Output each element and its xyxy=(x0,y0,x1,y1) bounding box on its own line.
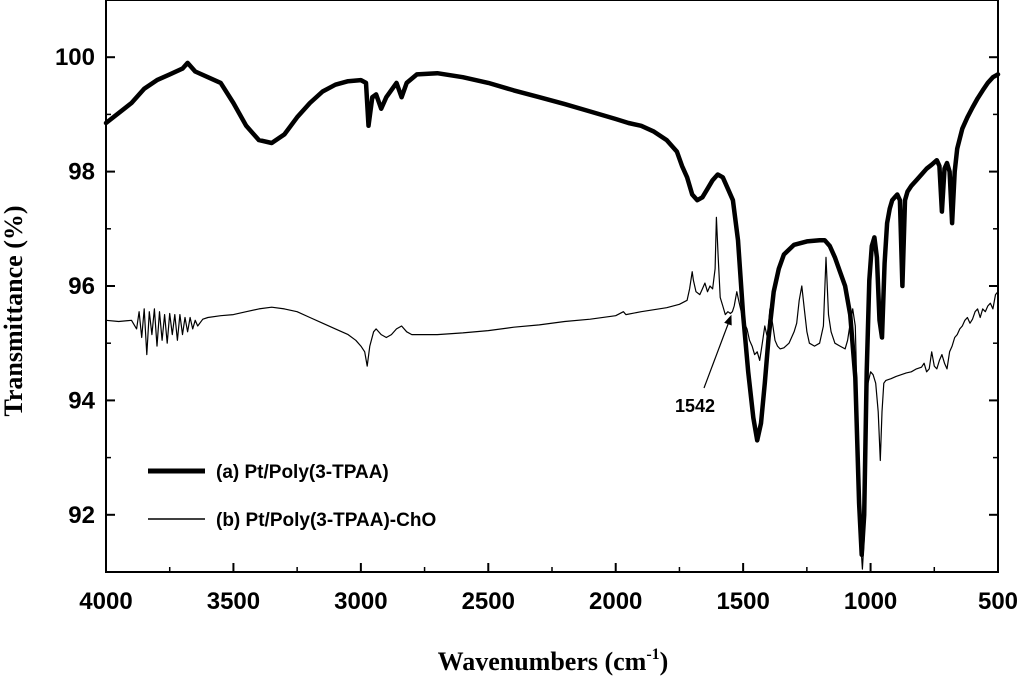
x-tick-label: 4000 xyxy=(79,588,132,615)
axis-ticks: 4000 3500 3000 2500 2000 1500 1000 500 92 94 96 98 1… xyxy=(55,44,1018,615)
series-layer xyxy=(103,60,1001,570)
y-tick-label: 96 xyxy=(68,273,95,300)
x-tick-label: 1500 xyxy=(716,588,769,615)
series-a-line xyxy=(103,60,1001,558)
annotation-layer: 1542 xyxy=(675,314,732,416)
x-tick-label: 2000 xyxy=(589,588,642,615)
legend-label: (a) Pt/Poly(3-TPAA) xyxy=(216,462,389,483)
annotation-arrow-line xyxy=(703,317,732,389)
legend-label: (b) Pt/Poly(3-TPAA)-ChO xyxy=(216,510,436,531)
x-tick-label: 1000 xyxy=(844,588,897,615)
y-tick-label: 100 xyxy=(55,44,95,71)
x-tick-label: 3000 xyxy=(334,588,387,615)
annotation-label: 1542 xyxy=(675,396,715,416)
y-axis-title: Transmittance (%) xyxy=(0,205,28,416)
x-tick-label: 500 xyxy=(978,588,1018,615)
plot-frame xyxy=(105,0,999,573)
legend: (a) Pt/Poly(3-TPAA) (b) Pt/Poly(3-TPAA)-C… xyxy=(148,462,436,531)
y-tick-label: 94 xyxy=(68,387,95,414)
y-tick-label: 92 xyxy=(68,502,95,529)
x-tick-label: 3500 xyxy=(207,588,260,615)
annotation-arrowhead xyxy=(724,314,732,326)
y-tick-label: 98 xyxy=(68,159,95,186)
x-tick-label: 2500 xyxy=(462,588,515,615)
series-b-line xyxy=(105,216,999,570)
x-axis-title: Wavenumbers (cm-1) xyxy=(438,646,669,676)
